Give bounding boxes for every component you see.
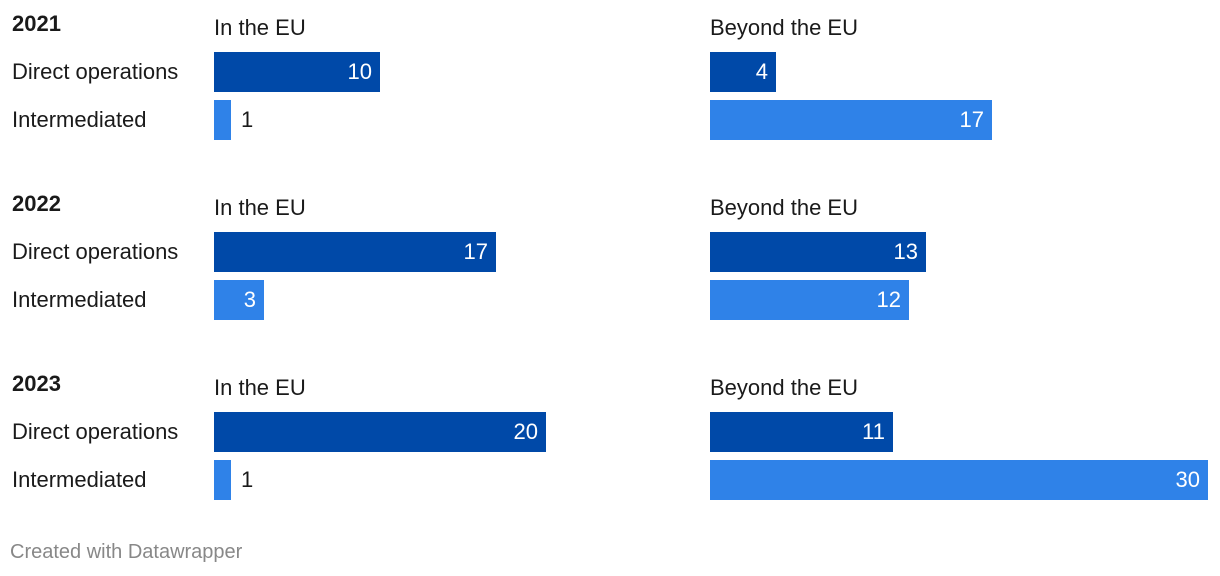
bar-2023-in_eu-intermediated — [214, 460, 231, 500]
row-label-direct: Direct operations — [12, 59, 179, 84]
bar-2023-in_eu-direct — [214, 412, 546, 452]
value-label-2023-in_eu-intermediated: 1 — [241, 467, 254, 492]
value-label-2023-beyond_eu-direct: 11 — [862, 419, 885, 444]
value-label-2022-in_eu-direct: 17 — [463, 239, 488, 264]
bar-2021-beyond_eu-intermediated — [710, 100, 992, 140]
value-label-2021-in_eu-direct: 10 — [347, 59, 372, 84]
value-label-2023-beyond_eu-intermediated: 30 — [1175, 467, 1200, 492]
value-label-2022-beyond_eu-intermediated: 12 — [876, 287, 901, 312]
panel-head-beyond_eu: Beyond the EU — [710, 15, 858, 40]
panel-head-in_eu: In the EU — [214, 375, 306, 400]
bar-2022-beyond_eu-intermediated — [710, 280, 909, 320]
value-label-2021-in_eu-intermediated: 1 — [241, 107, 254, 132]
bar-2022-beyond_eu-direct — [710, 232, 926, 272]
bar-2022-in_eu-intermediated — [214, 280, 264, 320]
row-label-intermediated: Intermediated — [12, 287, 147, 312]
bar-2021-in_eu-direct — [214, 52, 380, 92]
bar-2023-beyond_eu-intermediated — [710, 460, 1208, 500]
bar-2021-beyond_eu-direct — [710, 52, 776, 92]
bar-2022-in_eu-direct — [214, 232, 496, 272]
bar-2021-in_eu-intermediated — [214, 100, 231, 140]
value-label-2022-beyond_eu-direct: 13 — [893, 239, 918, 264]
value-label-2022-in_eu-intermediated: 3 — [243, 287, 256, 312]
panel-head-beyond_eu: Beyond the EU — [710, 195, 858, 220]
panel-head-in_eu: In the EU — [214, 195, 306, 220]
year-label-2023: 2023 — [12, 371, 61, 396]
value-label-2021-beyond_eu-intermediated: 17 — [959, 107, 984, 132]
value-label-2021-beyond_eu-direct: 4 — [755, 59, 768, 84]
row-label-intermediated: Intermediated — [12, 107, 147, 132]
year-label-2022: 2022 — [12, 191, 61, 216]
datawrapper-credit: Created with Datawrapper — [10, 541, 243, 563]
row-label-intermediated: Intermediated — [12, 467, 147, 492]
row-label-direct: Direct operations — [12, 239, 179, 264]
value-label-2023-in_eu-direct: 20 — [513, 419, 538, 444]
row-label-direct: Direct operations — [12, 419, 179, 444]
bar-2023-beyond_eu-direct — [710, 412, 893, 452]
panel-head-in_eu: In the EU — [214, 15, 306, 40]
year-label-2021: 2021 — [12, 11, 61, 36]
panel-head-beyond_eu: Beyond the EU — [710, 375, 858, 400]
